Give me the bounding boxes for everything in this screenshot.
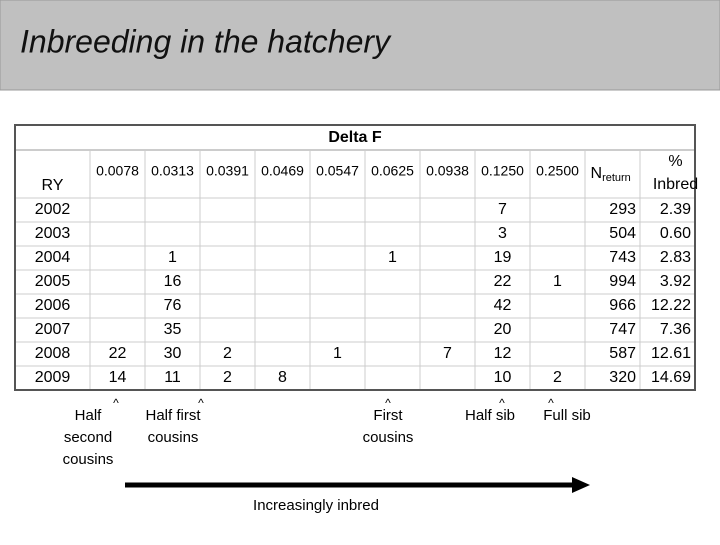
cell: 22 (109, 345, 127, 362)
column-header: 0.0391 (206, 163, 249, 179)
cell: 7 (498, 201, 507, 218)
title-bar (0, 0, 720, 91)
cell: 30 (164, 345, 182, 362)
cell: 2 (223, 345, 232, 362)
cell: 12.61 (651, 345, 691, 362)
row-label: 2004 (35, 249, 71, 266)
cell: 19 (494, 249, 512, 266)
arrow-label: Increasingly inbred (253, 497, 379, 514)
annotation-label: First (373, 407, 403, 424)
row-label: 2008 (35, 345, 71, 362)
cell: 743 (609, 249, 636, 266)
column-header: 0.0469 (261, 163, 304, 179)
cell: 42 (494, 297, 512, 314)
cell: 2.39 (660, 201, 691, 218)
annotation-label: cousins (63, 451, 114, 468)
column-header: 0.1250 (481, 163, 524, 179)
annotation-label: Half first (145, 407, 201, 424)
cell: 11 (164, 369, 181, 386)
cell: 3 (498, 225, 507, 242)
cell: 7 (443, 345, 452, 362)
cell: 7.36 (660, 321, 691, 338)
cell: 2.83 (660, 249, 691, 266)
cell: 14 (109, 369, 127, 386)
annotation-marker: ^ (385, 396, 391, 410)
annotation-marker: ^ (198, 396, 204, 410)
annotation-marker: ^ (113, 396, 119, 410)
annotation-label: Full sib (543, 407, 591, 424)
cell: 76 (164, 297, 182, 314)
column-header: RY (42, 177, 64, 194)
annotation-label: cousins (148, 429, 199, 446)
cell: 35 (164, 321, 182, 338)
row-label: 2009 (35, 369, 71, 386)
column-header: 0.0547 (316, 163, 359, 179)
cell: 994 (609, 273, 636, 290)
annotation-marker: ^ (499, 396, 505, 410)
cell: 10 (494, 369, 512, 386)
row-label: 2002 (35, 201, 71, 218)
column-header: 0.0078 (96, 163, 139, 179)
cell: 2 (553, 369, 562, 386)
column-header: 0.2500 (536, 163, 579, 179)
column-header: 0.0625 (371, 163, 414, 179)
n-sub: return (602, 172, 631, 184)
n-main: N (591, 165, 603, 182)
cell: 1 (333, 345, 342, 362)
arrow-head (572, 477, 590, 493)
cell: 747 (609, 321, 636, 338)
column-header: % (668, 153, 682, 170)
annotation-marker: ^ (548, 396, 554, 410)
column-header: 0.0313 (151, 163, 194, 179)
cell: 966 (609, 297, 636, 314)
cell: 3.92 (660, 273, 691, 290)
table-border (14, 124, 696, 391)
row-label: 2006 (35, 297, 71, 314)
row-label: 2003 (35, 225, 71, 242)
cell: 2 (223, 369, 232, 386)
cell: 1 (553, 273, 562, 290)
row-label: 2007 (35, 321, 71, 338)
cell: 504 (609, 225, 636, 242)
annotation-label: cousins (363, 429, 414, 446)
annotation-label: Half sib (465, 407, 515, 424)
slide-title: Inbreeding in the hatchery (20, 23, 392, 59)
cell: 8 (278, 369, 287, 386)
cell: 20 (494, 321, 512, 338)
cell: 16 (164, 273, 182, 290)
cell: 587 (609, 345, 636, 362)
annotation-label: Half (75, 407, 103, 424)
cell: 0.60 (660, 225, 691, 242)
column-header: 0.0938 (426, 163, 469, 179)
row-label: 2005 (35, 273, 71, 290)
group-header: Delta F (328, 129, 382, 146)
cell: 1 (388, 249, 397, 266)
annotation-label: second (64, 429, 112, 446)
column-header: Inbred (653, 176, 698, 193)
cell: 320 (609, 369, 636, 386)
cell: 293 (609, 201, 636, 218)
cell: 22 (494, 273, 512, 290)
cell: 12.22 (651, 297, 691, 314)
column-header: Nreturn (591, 165, 631, 184)
cell: 1 (168, 249, 177, 266)
cell: 12 (494, 345, 512, 362)
cell: 14.69 (651, 369, 691, 386)
